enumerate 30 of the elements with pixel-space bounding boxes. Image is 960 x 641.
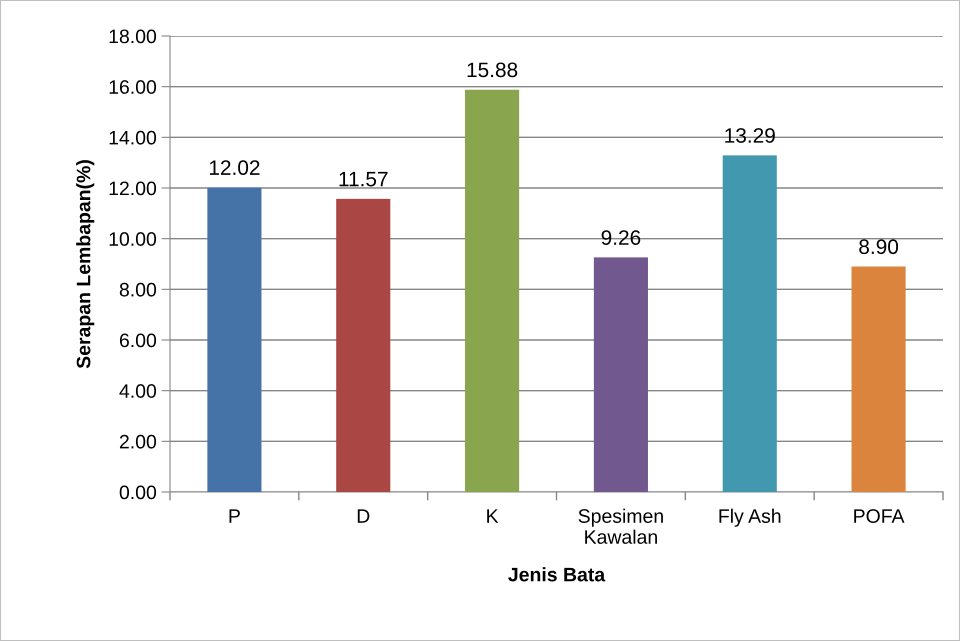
y-tick-label: 4.00: [119, 384, 156, 398]
y-tick-label: 0.00: [120, 485, 156, 500]
data-label: 9.26: [602, 230, 640, 245]
x-tick-label: P: [230, 509, 240, 523]
y-tick-label: 14.00: [110, 130, 156, 145]
bar: [465, 90, 520, 492]
x-tick-label: POFA: [854, 509, 904, 523]
y-tick-label: 10.00: [110, 232, 156, 246]
bar: [852, 266, 906, 492]
data-label: 13.29: [725, 128, 775, 143]
x-tick-label: D: [358, 509, 370, 523]
y-tick-label: 12.00: [110, 181, 156, 196]
bar: [594, 257, 648, 492]
y-tick-label: 18.00: [110, 29, 156, 44]
data-label: 15.88: [468, 62, 518, 78]
y-tick-label: 6.00: [120, 333, 156, 348]
x-tick-label: K: [487, 509, 498, 523]
bar: [722, 155, 777, 492]
y-axis-title: Serapan Lembapan(%): [76, 160, 94, 368]
data-label: 12.02: [210, 160, 260, 176]
x-tick-label: Spesimen Kawalan: [578, 508, 663, 544]
bar: [336, 198, 390, 492]
data-label: 8.90: [859, 239, 898, 254]
x-axis-title: Jenis Bata: [508, 567, 606, 582]
x-tick-label: Fly Ash: [719, 508, 780, 527]
y-tick-label: 8.00: [120, 282, 156, 297]
data-label: 11.57: [340, 172, 388, 186]
bar: [207, 187, 262, 492]
y-tick-label: 2.00: [120, 434, 156, 449]
y-tick-label: 16.00: [110, 80, 156, 94]
